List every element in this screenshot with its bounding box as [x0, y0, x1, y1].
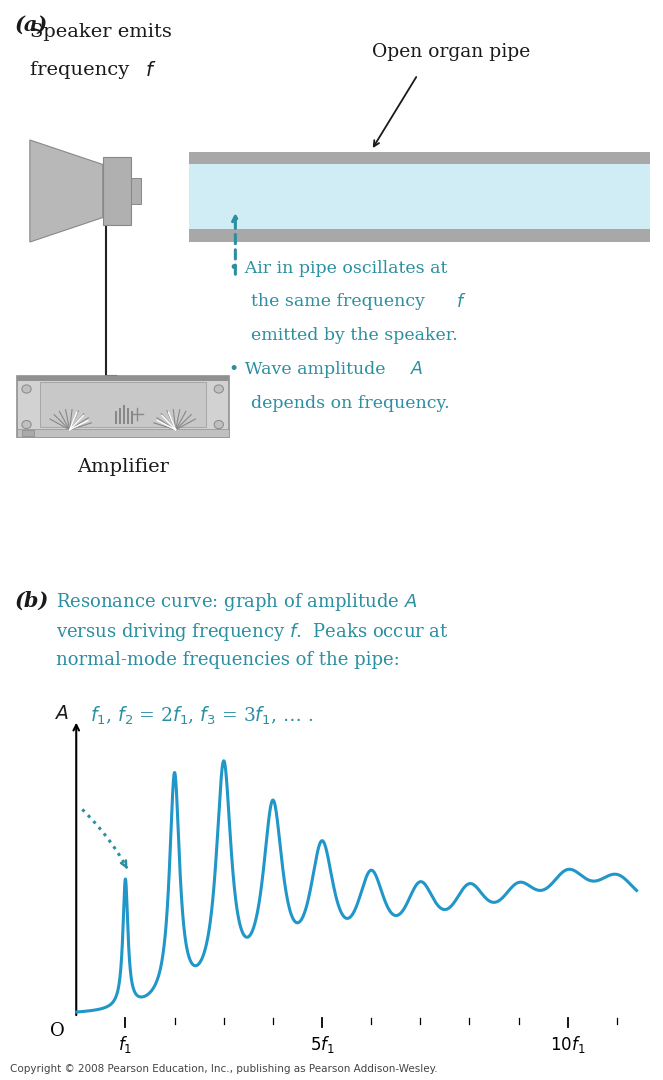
- Polygon shape: [30, 140, 103, 242]
- Text: • Wave amplitude: • Wave amplitude: [229, 361, 391, 378]
- Text: Speaker emits: Speaker emits: [30, 24, 172, 41]
- Bar: [119, 407, 121, 424]
- Text: $f$: $f$: [145, 62, 156, 80]
- Text: emitted by the speaker.: emitted by the speaker.: [251, 327, 457, 345]
- Text: the same frequency: the same frequency: [251, 294, 430, 310]
- Bar: [17, 429, 229, 437]
- Text: Copyright © 2008 Pearson Education, Inc., publishing as Pearson Addison-Wesley.: Copyright © 2008 Pearson Education, Inc.…: [10, 1064, 438, 1074]
- Text: $5f_1$: $5f_1$: [310, 1034, 334, 1055]
- FancyBboxPatch shape: [17, 376, 229, 437]
- Text: depends on frequency.: depends on frequency.: [251, 395, 450, 411]
- Text: (b): (b): [15, 591, 49, 610]
- Text: $10f_1$: $10f_1$: [550, 1034, 585, 1055]
- Bar: [123, 405, 125, 424]
- Text: (a): (a): [15, 14, 48, 35]
- Circle shape: [214, 420, 223, 429]
- Bar: [189, 151, 650, 242]
- Text: $A$: $A$: [410, 361, 424, 378]
- Text: $A$: $A$: [54, 705, 69, 723]
- Bar: [127, 407, 129, 424]
- Bar: [22, 430, 34, 436]
- Text: O: O: [50, 1022, 65, 1040]
- Circle shape: [214, 384, 223, 393]
- Text: • Air in pipe oscillates at: • Air in pipe oscillates at: [229, 259, 447, 276]
- Bar: [40, 382, 206, 427]
- Bar: [115, 411, 117, 424]
- Bar: [131, 411, 133, 424]
- Bar: [17, 376, 229, 381]
- Text: Open organ pipe: Open organ pipe: [372, 43, 530, 62]
- Text: $f_1$: $f_1$: [118, 1034, 133, 1055]
- Text: frequency: frequency: [30, 62, 135, 79]
- Text: Amplifier: Amplifier: [77, 458, 168, 476]
- Circle shape: [22, 384, 31, 393]
- Bar: [131, 178, 141, 204]
- Text: $f$: $f$: [456, 294, 467, 311]
- Text: $f_1$, $f_2$ = 2$f_1$, $f_3$ = 3$f_1$, $\ldots$ .: $f_1$, $f_2$ = 2$f_1$, $f_3$ = 3$f_1$, $…: [90, 705, 313, 727]
- Bar: [189, 229, 650, 242]
- Text: Resonance curve: graph of amplitude $A$
versus driving frequency $f$.  Peaks occ: Resonance curve: graph of amplitude $A$ …: [56, 591, 449, 670]
- Circle shape: [22, 420, 31, 429]
- Bar: [189, 151, 650, 164]
- Bar: [103, 158, 131, 225]
